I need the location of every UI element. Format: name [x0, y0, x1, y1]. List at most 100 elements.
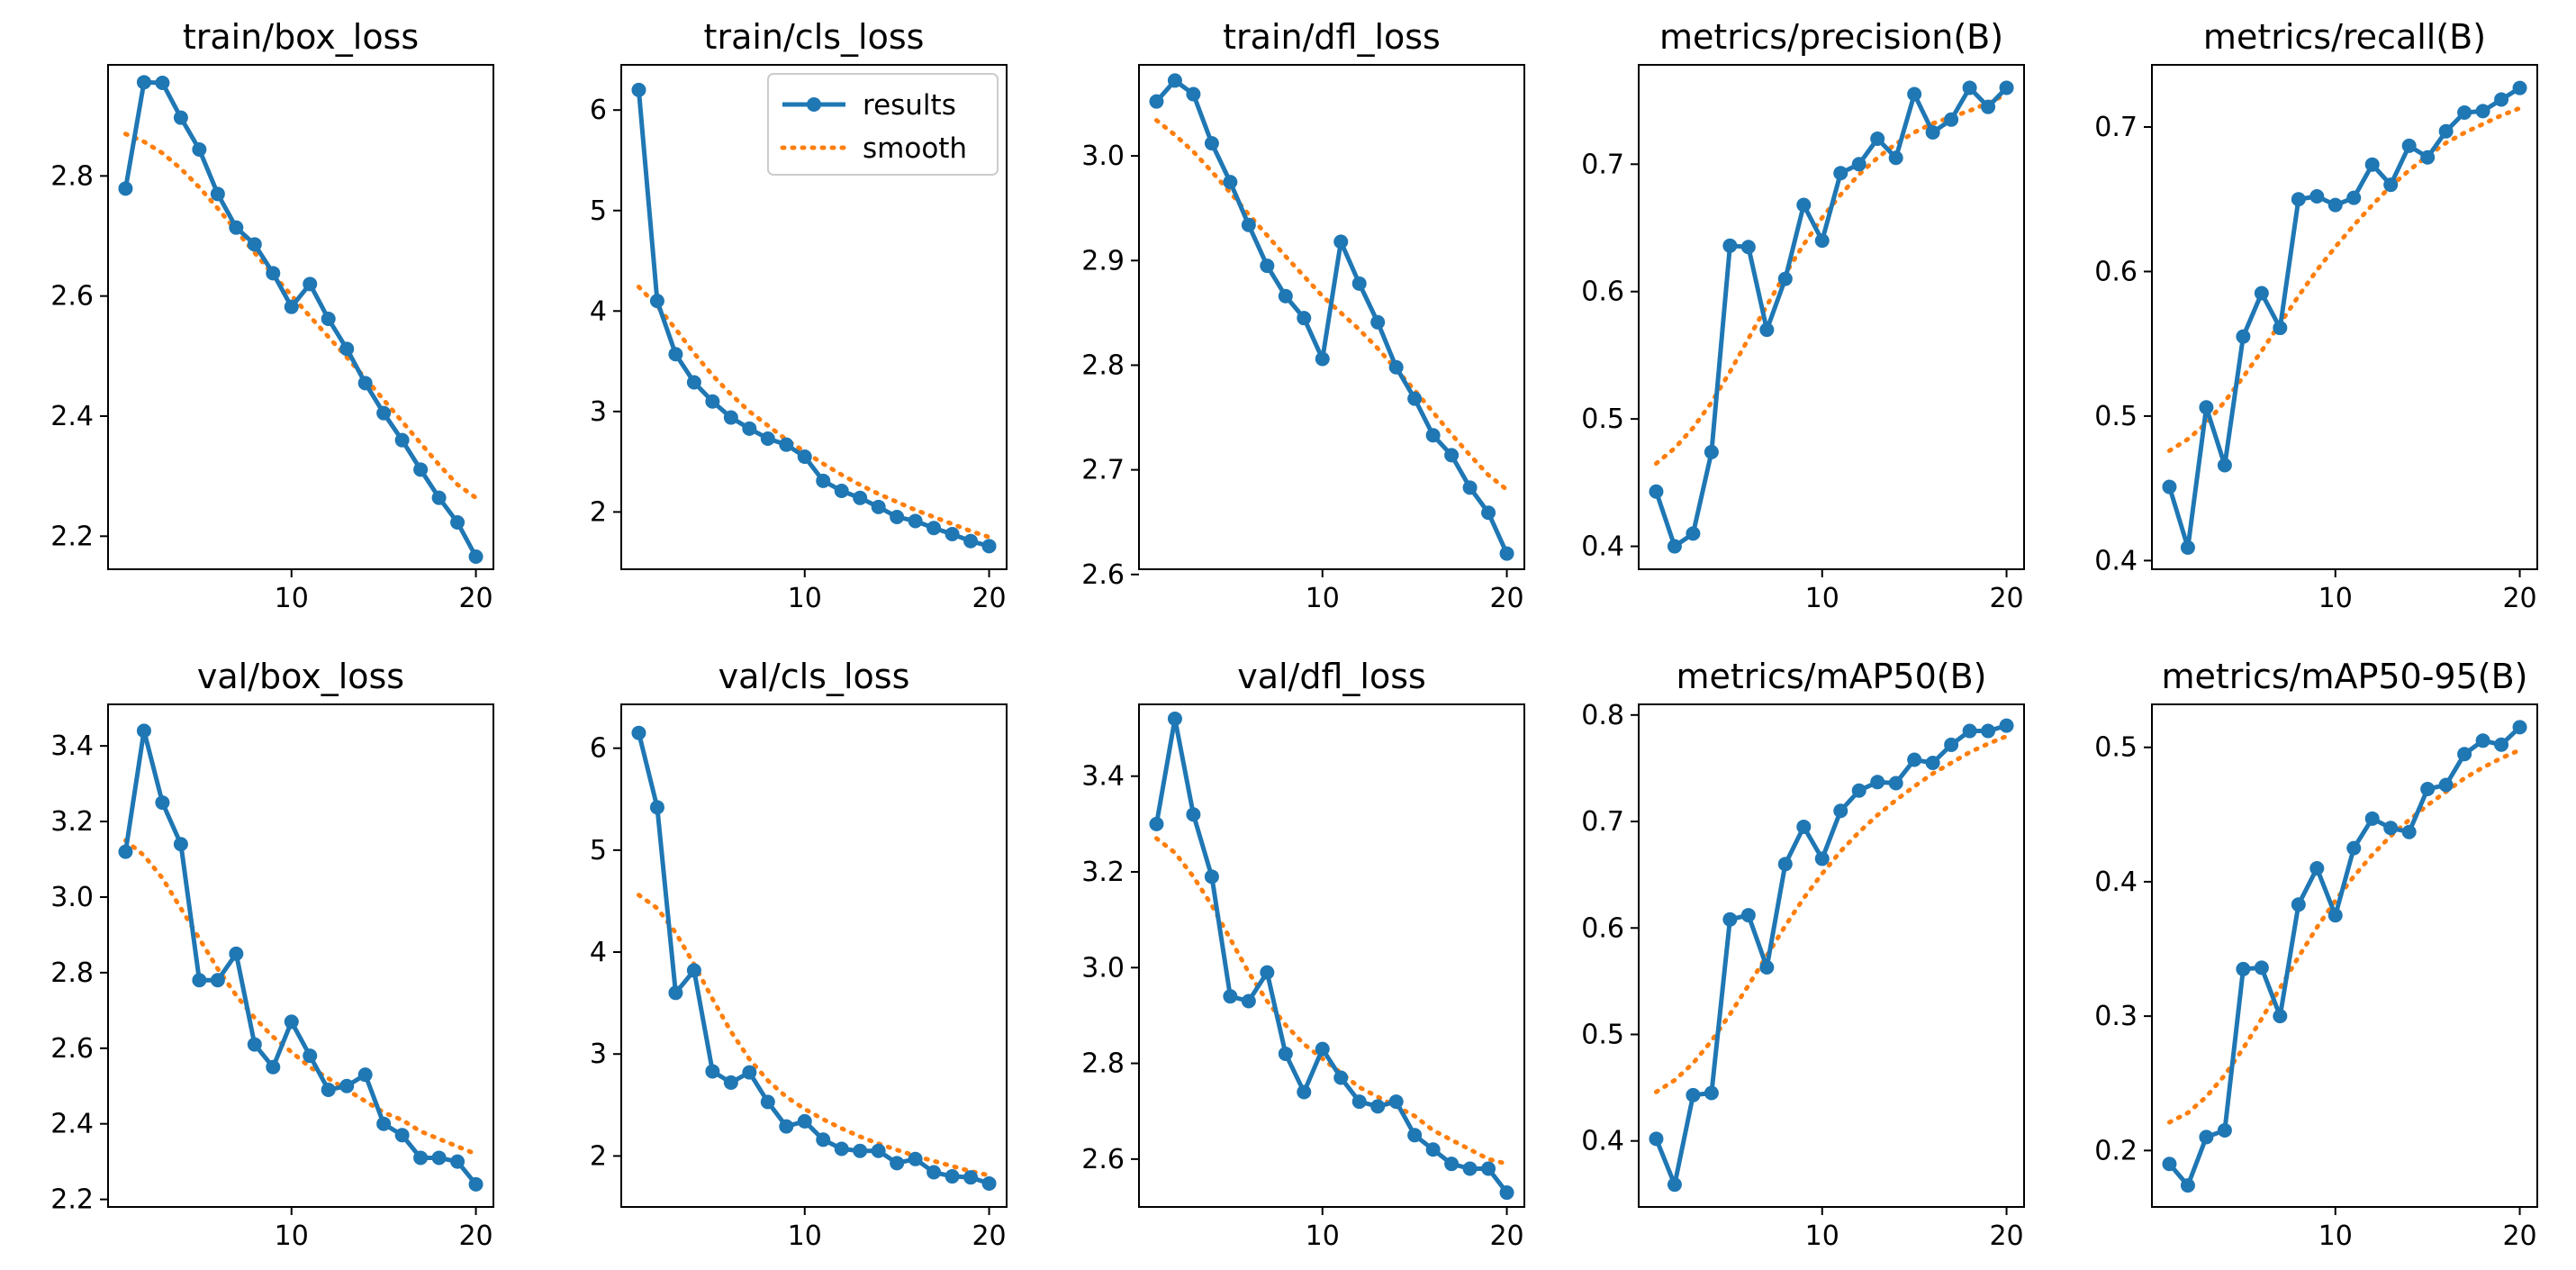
- results-point: [450, 515, 465, 530]
- y-tick-label: 0.5: [1581, 1019, 1624, 1050]
- y-tick-label: 3.0: [1081, 141, 1125, 172]
- results-point: [723, 1075, 738, 1090]
- results-point: [2401, 138, 2417, 153]
- results-point: [1888, 150, 1903, 166]
- results-point: [1315, 351, 1330, 367]
- x-tick-label: 20: [1489, 1220, 1523, 1252]
- results-point: [1481, 505, 1496, 521]
- results-point: [229, 220, 244, 235]
- results-point: [173, 110, 188, 125]
- results-point: [2383, 821, 2399, 836]
- subplot-8: metrics/mAP50(B) 10 20 0.4 0.5 0.6 0.7 0.8: [1581, 657, 2025, 1252]
- results-point: [1870, 775, 1885, 790]
- results-point: [2383, 177, 2399, 193]
- results-point: [1907, 752, 1922, 767]
- y-tick-label: 2.4: [50, 401, 94, 432]
- results-point: [1444, 1157, 1460, 1172]
- results-point: [210, 186, 225, 202]
- results-point: [2236, 961, 2251, 976]
- results-point: [2438, 123, 2454, 139]
- y-tick-label: 0.4: [2094, 866, 2138, 898]
- results-point: [468, 549, 484, 564]
- subplot-title: val/cls_loss: [719, 657, 910, 696]
- y-tick-label: 0.6: [1581, 912, 1624, 944]
- results-point: [136, 723, 151, 739]
- results-point: [1833, 166, 1848, 181]
- results-point: [1333, 234, 1349, 249]
- subplot-7: val/dfl_loss 10 20 2.6 2.8 3.0 3.2 3.4: [1081, 657, 1525, 1252]
- results-point: [1796, 197, 1812, 213]
- results-point: [1722, 238, 1738, 253]
- results-point: [2273, 1009, 2288, 1024]
- results-point: [2162, 1157, 2177, 1172]
- y-tick-label: 0.7: [1581, 149, 1624, 180]
- results-point: [2438, 777, 2454, 793]
- subplot-title: metrics/mAP50(B): [1677, 657, 1987, 696]
- subplot-0: train/box_loss 10 20 2.2 2.4 2.6 2.8: [50, 17, 494, 614]
- results-point: [705, 394, 720, 409]
- results-point: [1241, 217, 1256, 232]
- results-point: [413, 462, 429, 477]
- x-tick-label: 10: [2318, 583, 2353, 614]
- results-point: [981, 539, 997, 554]
- results-point: [1833, 803, 1848, 819]
- results-point: [871, 499, 886, 514]
- x-tick-label: 20: [458, 583, 493, 614]
- results-point: [1388, 1094, 1404, 1110]
- results-point: [2494, 92, 2509, 107]
- results-point: [742, 1065, 757, 1080]
- results-point: [413, 1150, 429, 1166]
- results-point: [1149, 94, 1164, 109]
- results-point: [136, 75, 151, 90]
- x-tick-label: 10: [275, 1220, 309, 1252]
- results-point: [649, 800, 664, 815]
- results-point: [1814, 851, 1830, 866]
- results-point: [908, 1151, 923, 1166]
- results-point: [742, 421, 757, 436]
- results-point: [1462, 1161, 1478, 1176]
- subplot-title: train/cls_loss: [704, 17, 925, 57]
- y-tick-label: 3.4: [50, 730, 94, 762]
- results-point: [890, 1156, 905, 1171]
- results-point: [1777, 857, 1793, 872]
- results-point: [2346, 190, 2362, 205]
- y-tick-label: 2: [590, 496, 607, 528]
- smooth-line: [122, 838, 479, 1157]
- results-point: [1260, 259, 1275, 274]
- results-point: [266, 1059, 281, 1075]
- results-point: [760, 431, 775, 446]
- subplot-5: val/box_loss 10 20 2.2 2.4 2.6 2.8 3.0 3.2 3.4: [50, 657, 494, 1252]
- axes-frame: [620, 703, 1008, 1208]
- results-point: [1278, 1046, 1293, 1061]
- results-point: [247, 1037, 262, 1052]
- results-point: [1740, 240, 1756, 255]
- results-point: [118, 181, 133, 196]
- y-tick-label: 5: [590, 195, 607, 227]
- legend-results-marker: [807, 97, 821, 112]
- x-tick-label: 10: [1805, 1220, 1839, 1252]
- y-tick-label: 0.5: [1581, 404, 1624, 435]
- results-point: [303, 277, 318, 292]
- results-point: [2327, 197, 2343, 213]
- y-tick-label: 2.8: [1081, 1048, 1125, 1080]
- results-point: [1351, 1094, 1367, 1110]
- results-point: [2180, 540, 2195, 555]
- results-point: [1999, 718, 2014, 733]
- axes-frame: [107, 64, 494, 570]
- legend-results-label: results: [863, 89, 956, 122]
- results-point: [1704, 1085, 1719, 1101]
- results-point: [926, 521, 942, 536]
- results-point: [321, 312, 336, 326]
- results-point: [1686, 1087, 1701, 1102]
- x-tick-label: 20: [2502, 583, 2536, 614]
- y-tick-label: 0.7: [2094, 112, 2138, 143]
- results-point: [1370, 314, 1386, 330]
- results-point: [1499, 1185, 1514, 1201]
- results-point: [797, 449, 812, 465]
- legend-smooth-label: smooth: [863, 132, 967, 165]
- results-point: [1407, 1128, 1423, 1143]
- y-tick-label: 0.8: [1581, 700, 1624, 731]
- results-point: [1851, 157, 1866, 172]
- results-point: [926, 1165, 942, 1180]
